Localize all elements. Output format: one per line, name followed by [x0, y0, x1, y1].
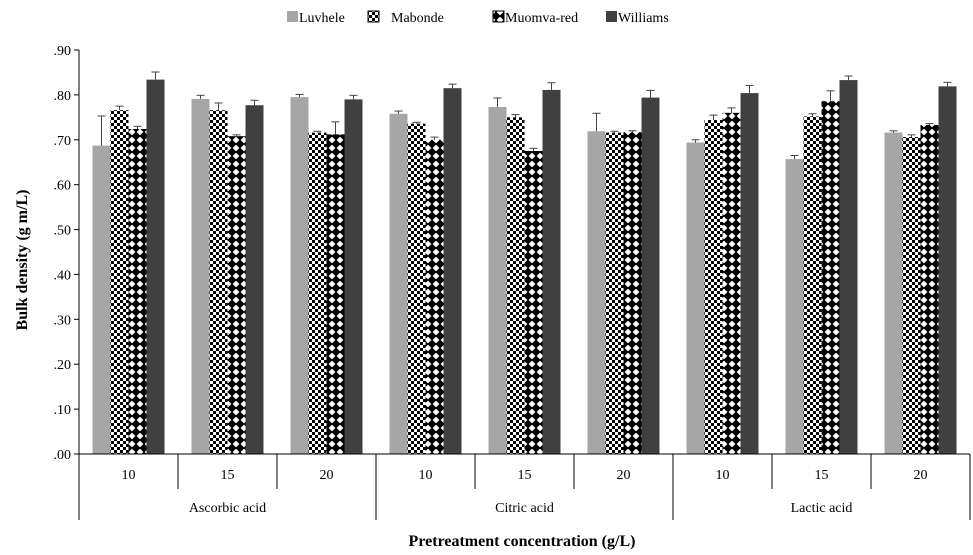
- y-tick-label: .50: [54, 224, 72, 239]
- bar: [542, 89, 561, 454]
- bar: [425, 139, 444, 454]
- bar: [623, 132, 642, 454]
- x-group-label: Citric acid: [495, 501, 554, 516]
- bar: [704, 120, 723, 454]
- bar: [92, 145, 111, 454]
- x-group-label: Ascorbic acid: [189, 501, 266, 516]
- bar: [110, 110, 129, 454]
- bar: [920, 124, 939, 454]
- x-tick-label: 15: [518, 468, 532, 483]
- bar: [938, 86, 957, 455]
- y-tick-label: .30: [54, 313, 72, 328]
- legend-swatch: [606, 11, 617, 22]
- x-tick-label: 10: [122, 468, 136, 483]
- bar: [245, 105, 264, 455]
- bar: [389, 113, 408, 455]
- legend-label: Muomva-red: [505, 11, 578, 26]
- x-tick-label: 10: [716, 468, 730, 483]
- x-axis-title: Pretreatment concentration (g/L): [409, 533, 636, 550]
- x-axis: 10 15 20 10 15 20 10 15 20 Ascorbic acid Citric ac…: [78, 453, 971, 520]
- x-tick-label: 10: [419, 468, 433, 483]
- bar: [506, 117, 525, 454]
- bar: [344, 99, 363, 454]
- y-tick-label: .10: [54, 403, 72, 418]
- bar: [803, 116, 822, 455]
- bar: [308, 132, 327, 454]
- legend-swatch: [287, 11, 298, 22]
- bar: [146, 79, 165, 455]
- y-tick-label: .40: [54, 268, 72, 283]
- plot-area: [92, 71, 957, 455]
- bar: [407, 123, 426, 455]
- bar: [290, 97, 309, 454]
- bar: [488, 107, 507, 455]
- y-tick-label: .00: [54, 448, 72, 463]
- y-tick-label: .90: [54, 44, 72, 59]
- x-group-label: Lactic acid: [791, 501, 853, 516]
- y-axis-title: Bulk density (g m/L): [14, 190, 31, 331]
- bar: [209, 110, 228, 454]
- y-tick-label: .80: [54, 89, 72, 104]
- bar: [587, 131, 606, 454]
- bar: [227, 136, 246, 455]
- bar: [686, 142, 705, 454]
- bar: [128, 129, 147, 454]
- bar: [839, 80, 858, 454]
- x-tick-label: 15: [221, 468, 235, 483]
- y-tick-label: .20: [54, 358, 72, 373]
- legend-swatch: [492, 10, 505, 23]
- bar: [524, 151, 543, 454]
- legend-label: Luvhele: [299, 11, 345, 26]
- x-tick-label: 20: [320, 468, 334, 483]
- bar: [785, 159, 804, 454]
- x-tick-label: 20: [617, 468, 631, 483]
- x-tick-label: 20: [914, 468, 928, 483]
- y-tick-label: .70: [54, 134, 72, 149]
- bar: [641, 97, 660, 455]
- bar: [821, 101, 840, 454]
- legend: Luvhele Mabonde Muomva-red Williams: [287, 10, 669, 26]
- x-tick-label: 15: [815, 468, 829, 483]
- bar: [605, 132, 624, 454]
- bar: [191, 98, 210, 454]
- y-tick-label: .60: [54, 179, 72, 194]
- legend-label: Williams: [618, 11, 669, 26]
- bar: [884, 132, 903, 454]
- bar: [722, 112, 741, 454]
- bar: [740, 93, 759, 455]
- legend-label: Mabonde: [391, 11, 444, 26]
- bar: [902, 137, 921, 454]
- bar: [326, 134, 345, 454]
- bar: [443, 88, 462, 455]
- legend-swatch: [367, 10, 380, 23]
- y-axis: .00 .10 .20 .30 .40 .50 .60 .70 .80 .90: [54, 44, 80, 463]
